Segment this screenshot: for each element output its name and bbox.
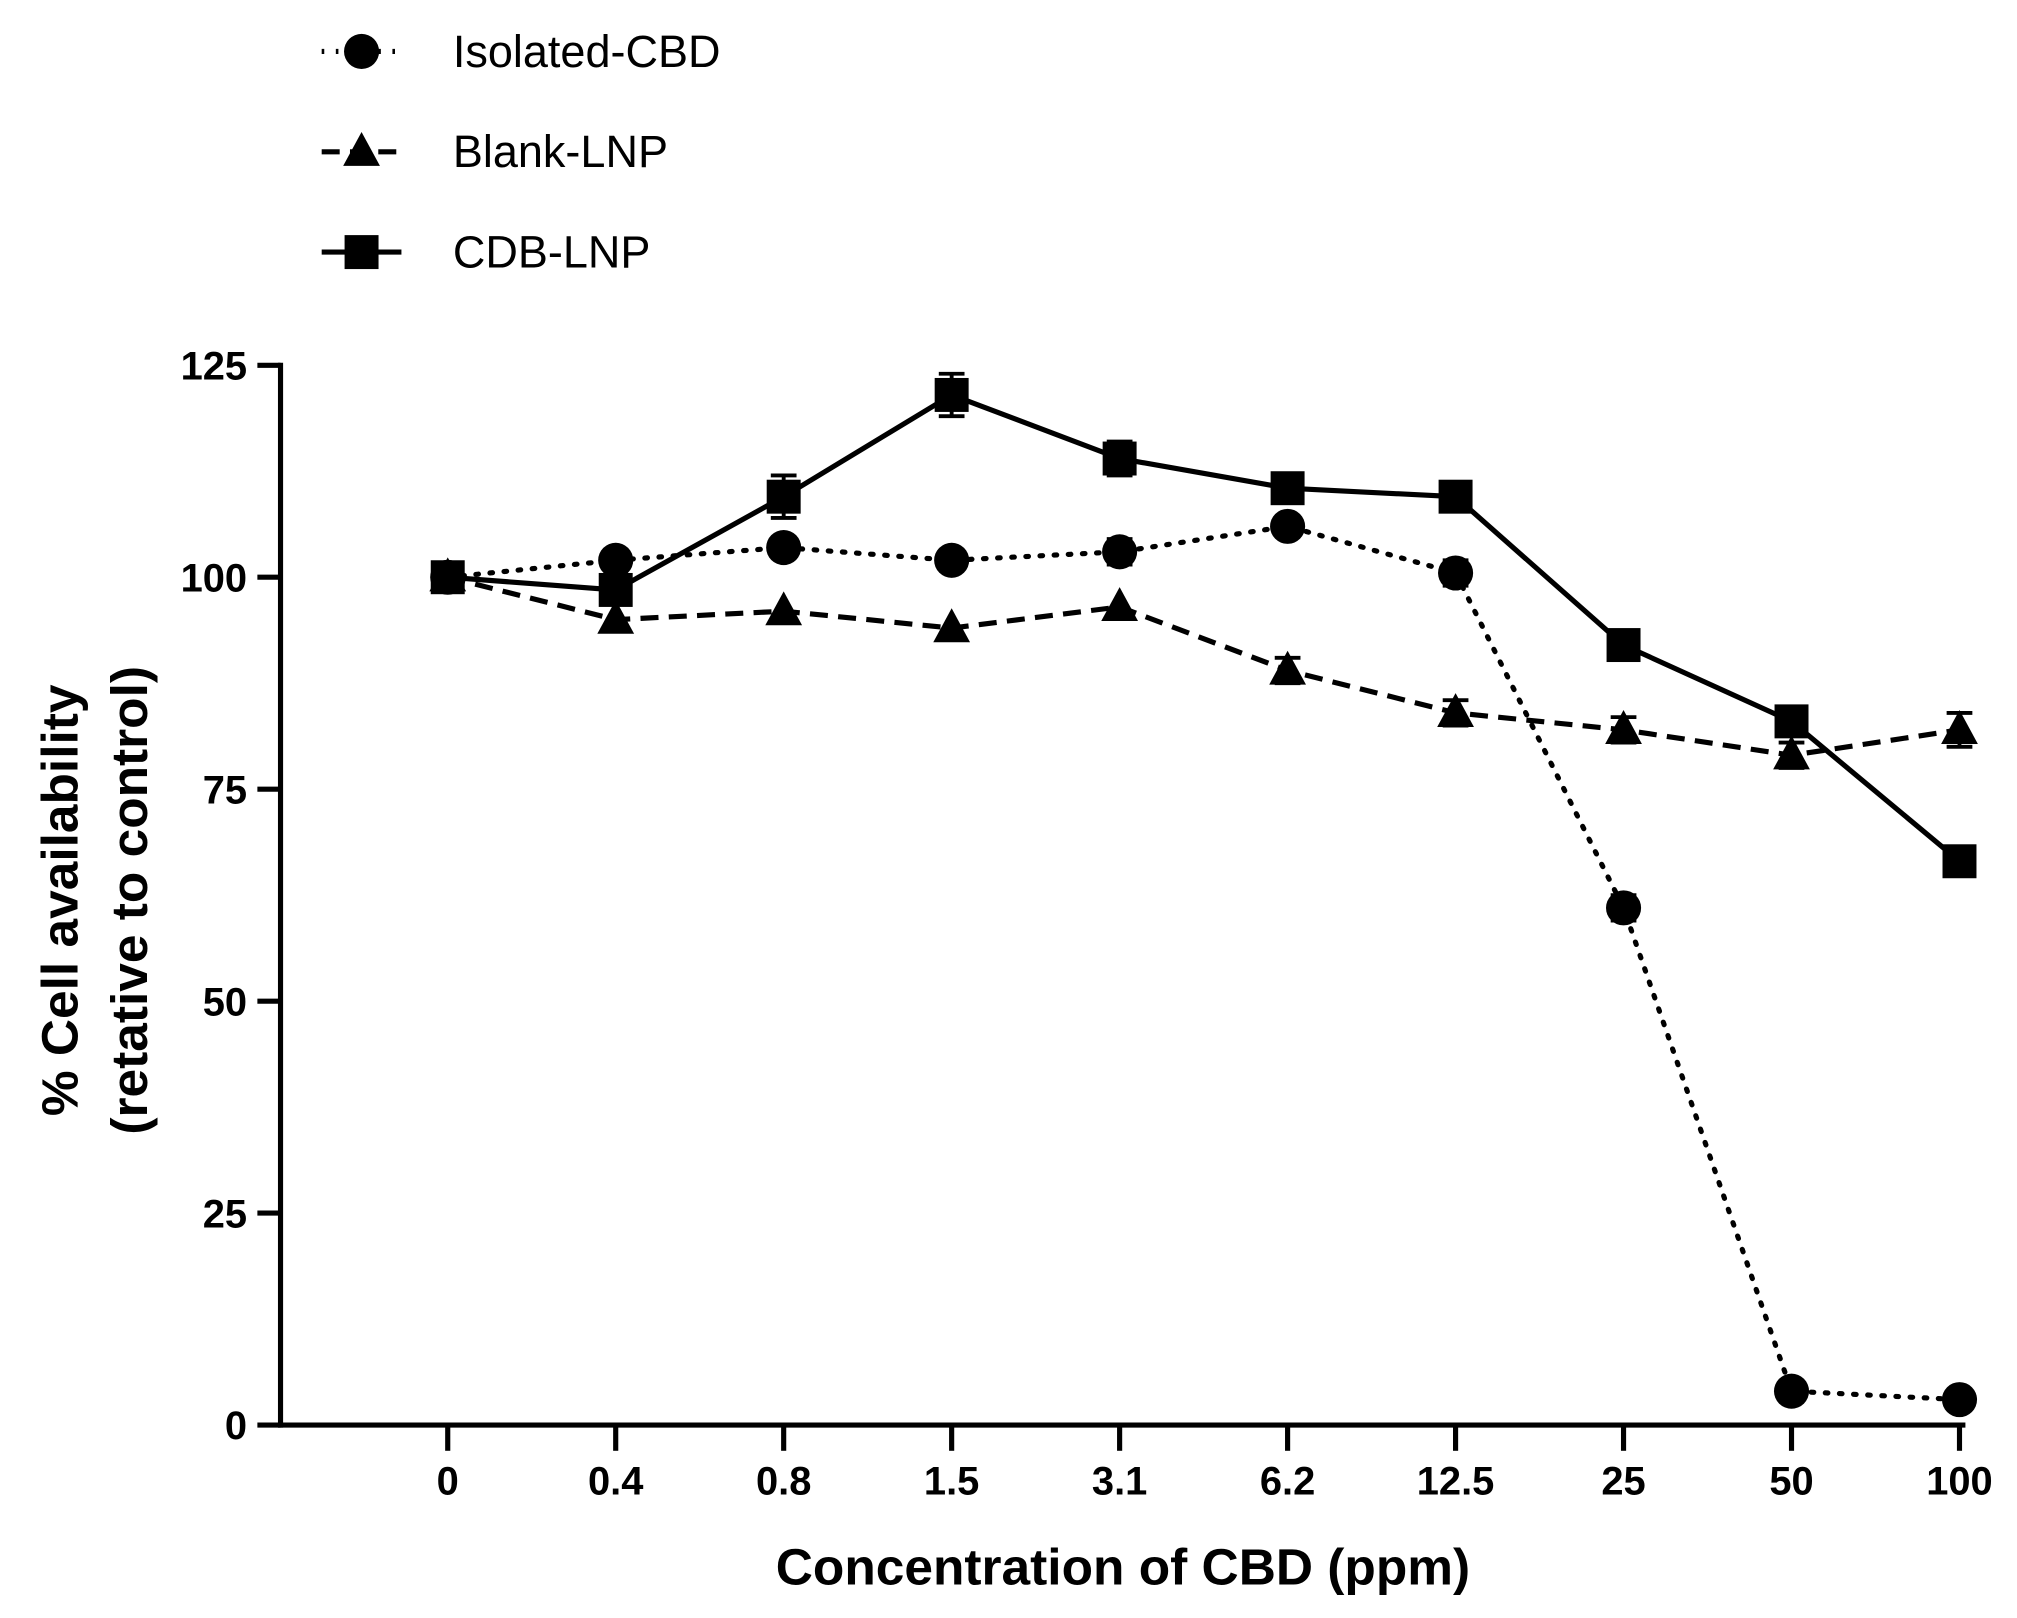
x-tick-label: 12.5 xyxy=(1417,1460,1495,1504)
plot-area xyxy=(429,371,1978,1418)
data-point-blank-lnp xyxy=(765,591,803,626)
legend: Isolated-CBD Blank-LNP CDB-LNP xyxy=(321,26,721,278)
y-tick-label: 0 xyxy=(225,1404,247,1448)
y-tick-label: 125 xyxy=(181,344,248,388)
legend-marker-cdb-lnp xyxy=(344,235,379,270)
data-point-cdb-lnp xyxy=(934,377,969,412)
axes: 0 25 50 75 100 125 0 0.4 0.8 1.5 3.1 6.2 12.5 25 50 100 xyxy=(181,344,1993,1503)
data-point-isolated-cbd xyxy=(1102,534,1138,570)
x-tick-label: 100 xyxy=(1926,1460,1993,1504)
y-tick-label: 75 xyxy=(203,768,247,812)
data-point-blank-lnp xyxy=(1101,587,1139,622)
data-point-cdb-lnp xyxy=(1774,704,1809,739)
y-tick-label: 25 xyxy=(203,1192,247,1236)
series-line-isolated-cbd xyxy=(445,523,1963,1403)
y-tick-label: 50 xyxy=(203,980,247,1024)
y-tick-label: 100 xyxy=(181,556,248,600)
data-point-cdb-lnp xyxy=(1102,441,1137,476)
y-axis-title-line1: % Cell availability xyxy=(30,684,88,1116)
data-point-isolated-cbd xyxy=(1270,508,1306,544)
x-tick-label: 1.5 xyxy=(924,1460,979,1504)
data-point-cdb-lnp xyxy=(598,572,633,607)
series-blank-lnp xyxy=(429,557,1978,770)
data-point-isolated-cbd xyxy=(1606,890,1642,926)
data-point-isolated-cbd xyxy=(766,530,802,566)
x-tick-label: 0.4 xyxy=(588,1460,643,1504)
legend-marker-blank-lnp xyxy=(343,131,380,166)
data-point-cdb-lnp xyxy=(1270,471,1305,506)
x-tick-label: 50 xyxy=(1769,1460,1813,1504)
x-tick-label: 6.2 xyxy=(1260,1460,1315,1504)
data-point-blank-lnp xyxy=(933,608,971,643)
series-cdb-lnp xyxy=(430,371,1977,879)
data-point-cdb-lnp xyxy=(430,560,465,595)
x-axis-title: Concentration of CBD (ppm) xyxy=(776,1538,1470,1596)
series-line-cdb-lnp xyxy=(447,392,1962,864)
data-point-blank-lnp xyxy=(1605,710,1642,744)
series-isolated-cbd xyxy=(430,508,1978,1418)
series-line-blank-lnp xyxy=(447,574,1960,758)
data-point-cdb-lnp xyxy=(1438,479,1473,514)
data-point-blank-lnp xyxy=(1941,710,1978,744)
x-tick-label: 3.1 xyxy=(1092,1460,1147,1504)
data-point-isolated-cbd xyxy=(1941,1382,1978,1418)
data-point-isolated-cbd xyxy=(598,542,634,578)
x-tick-label: 25 xyxy=(1601,1460,1645,1504)
legend-label-isolated-cbd: Isolated-CBD xyxy=(453,26,721,77)
data-point-cdb-lnp xyxy=(766,479,801,514)
data-point-isolated-cbd xyxy=(1773,1373,1810,1409)
data-point-isolated-cbd xyxy=(934,542,970,578)
data-point-blank-lnp xyxy=(1269,650,1306,685)
x-tick-label: 0.8 xyxy=(756,1460,811,1504)
legend-marker-isolated-cbd xyxy=(344,33,380,69)
data-point-blank-lnp xyxy=(597,599,635,634)
data-point-cdb-lnp xyxy=(1942,844,1977,879)
x-tick-label: 0 xyxy=(437,1460,459,1504)
legend-label-cdb-lnp: CDB-LNP xyxy=(453,227,651,278)
y-axis-title-line2: (retative to control) xyxy=(100,666,158,1135)
data-point-blank-lnp xyxy=(1437,693,1474,728)
legend-label-blank-lnp: Blank-LNP xyxy=(453,126,668,177)
data-point-cdb-lnp xyxy=(1606,628,1641,663)
data-point-isolated-cbd xyxy=(1438,555,1474,591)
data-point-blank-lnp xyxy=(1773,735,1810,770)
